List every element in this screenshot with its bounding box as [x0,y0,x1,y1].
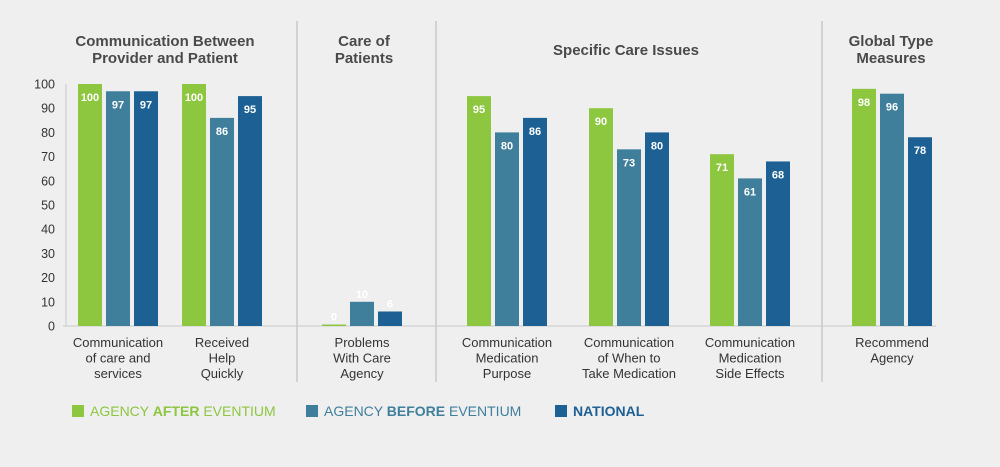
y-tick-label: 100 [34,78,55,92]
data-label: 6 [387,298,393,310]
category-label: Medication [719,351,782,366]
bar [495,132,519,326]
bar [322,324,346,326]
data-label: 80 [651,140,663,152]
bar [908,137,932,326]
category-label: Side Effects [715,366,785,381]
data-label: 80 [501,140,513,152]
category-label: Communication [462,335,552,350]
y-tick-label: 50 [41,199,55,213]
bar [134,91,158,326]
category-label: Medication [476,351,539,366]
bar [738,178,762,326]
data-label: 68 [772,169,784,181]
data-label: 90 [595,116,607,128]
legend-swatch-national [555,405,567,417]
bar [523,117,547,326]
bar [238,96,262,326]
legend-swatch-after [72,405,84,417]
data-label: 97 [112,99,124,111]
bar [852,88,876,326]
category-label: services [94,366,142,381]
group-title: Specific Care Issues [553,42,699,59]
y-tick-label: 40 [41,223,55,237]
category-label: Communication [73,335,163,350]
legend-item-national: NATIONAL [555,403,644,419]
legend-label-before: AGENCY BEFORE EVENTIUM [324,403,522,419]
bar [350,301,374,326]
data-label: 95 [244,104,256,116]
bar [182,84,206,326]
category-label: Quickly [201,366,244,381]
bar [210,117,234,326]
category-label: Recommend [855,335,929,350]
y-tick-label: 90 [41,102,55,116]
data-label: 86 [529,126,541,138]
category-label: Communication [584,335,674,350]
legend-item-after: AGENCY AFTER EVENTIUM [72,403,276,419]
y-tick-label: 60 [41,174,55,188]
category-label: Communication [705,335,795,350]
data-label: 73 [623,157,635,169]
legend-item-before: AGENCY BEFORE EVENTIUM [306,403,521,419]
y-tick-label: 20 [41,271,55,285]
legend-swatch-before [306,405,318,417]
data-label: 86 [216,126,228,138]
group-title: Global Type [849,33,934,50]
bar [106,91,130,326]
y-tick-label: 80 [41,126,55,140]
bar [766,161,790,326]
y-tick-label: 30 [41,247,55,261]
bar [617,149,641,326]
category-label: Purpose [483,366,531,381]
y-tick-label: 70 [41,150,55,164]
category-label: Help [209,351,236,366]
category-label: Problems [335,335,390,350]
group-title: Provider and Patient [92,50,238,67]
data-label: 61 [744,186,756,198]
data-label: 97 [140,99,152,111]
category-label: Agency [870,351,914,366]
y-tick-label: 0 [48,320,55,334]
legend-label-national: NATIONAL [573,403,645,419]
group-title: Care of [338,33,391,50]
bar [378,311,402,326]
data-label: 71 [716,162,728,174]
group-title: Communication Between [75,33,254,50]
y-tick-label: 10 [41,295,55,309]
data-label: 96 [886,102,898,114]
group-title: Patients [335,50,393,67]
category-label: Received [195,335,249,350]
bar [467,96,491,326]
data-label: 10 [356,289,368,301]
data-label: 0 [331,312,337,324]
group-title: Measures [856,50,925,67]
category-label: With Care [333,351,391,366]
data-label: 98 [858,97,870,109]
bar [589,108,613,326]
bar [645,132,669,326]
category-label: of When to [598,351,661,366]
bar [78,84,102,326]
category-label: Take Medication [582,366,676,381]
data-label: 100 [185,92,203,104]
category-label: of care and [85,351,150,366]
data-label: 95 [473,104,485,116]
data-label: 78 [914,145,926,157]
bar [710,154,734,326]
bar [880,93,904,327]
category-label: Agency [340,366,384,381]
data-label: 100 [81,92,99,104]
legend-label-after: AGENCY AFTER EVENTIUM [90,403,276,419]
